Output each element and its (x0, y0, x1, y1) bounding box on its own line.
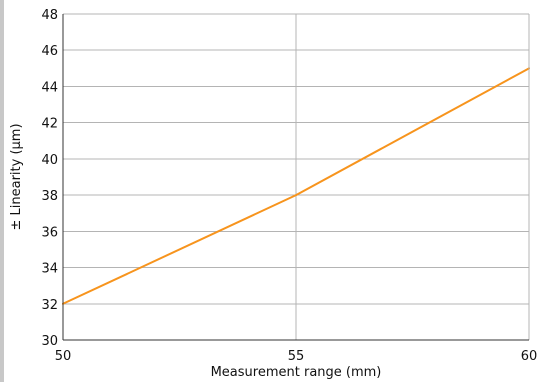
y-tick-label-40: 40 (41, 153, 58, 168)
y-tick-label-32: 32 (41, 298, 58, 313)
y-tick-label-36: 36 (41, 225, 58, 240)
y-tick-label-30: 30 (41, 334, 58, 349)
x-tick-label-55: 55 (288, 349, 305, 364)
tick-labels: 30 32 34 36 38 40 42 44 46 48 50 55 60 (41, 8, 537, 364)
y-tick-label-34: 34 (41, 262, 58, 277)
data-point-0-1 (295, 194, 297, 197)
plot-frame (62, 13, 530, 341)
x-axis-title: Measurement range (mm) (211, 365, 382, 380)
x-tick-label-50: 50 (55, 349, 72, 364)
window-left-edge (0, 0, 4, 382)
y-tick-label-46: 46 (41, 44, 58, 59)
grid-lines (63, 14, 529, 340)
y-tick-label-38: 38 (41, 189, 58, 204)
y-tick-label-48: 48 (41, 8, 58, 23)
y-tick-label-44: 44 (41, 80, 58, 95)
x-tick-label-60: 60 (521, 349, 538, 364)
y-axis-title: ± Linearity (µm) (9, 123, 24, 230)
y-tick-label-42: 42 (41, 117, 58, 132)
